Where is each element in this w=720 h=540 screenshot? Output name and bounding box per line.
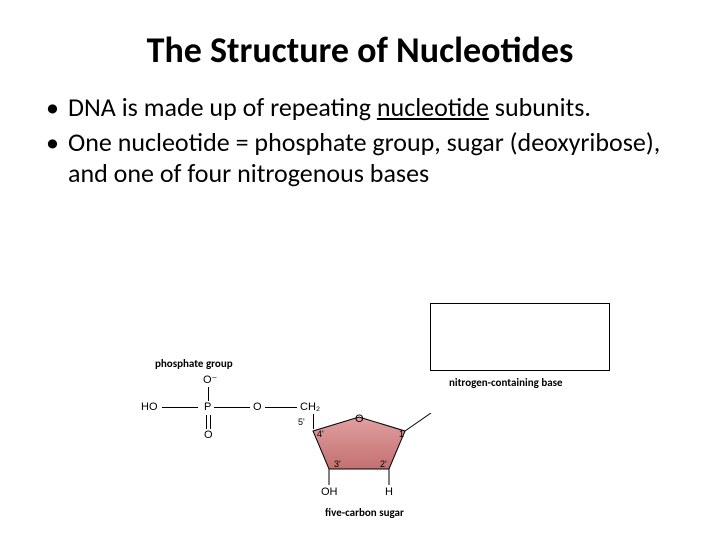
atom-oh: OH — [321, 486, 338, 498]
carbon-4prime: 4' — [317, 429, 324, 439]
bullet-item: • DNA is made up of repeating nucleotide… — [46, 92, 674, 123]
bullet-item: • One nucleotide = phosphate group, suga… — [46, 127, 674, 189]
bond — [208, 387, 209, 401]
bullet-text: One nucleotide = phosphate group, sugar … — [68, 127, 674, 189]
atom-o-minus: O⁻ — [203, 373, 217, 386]
atom-o: O — [204, 429, 213, 441]
bullet-dot: • — [46, 127, 68, 189]
bond — [214, 407, 250, 408]
atom-ch2: CH₂ — [300, 401, 320, 413]
nitrogen-base-box — [430, 303, 610, 371]
bond — [206, 415, 207, 429]
bond — [210, 415, 211, 429]
bullet-prefix: DNA is made up of repeating — [68, 91, 377, 123]
bullet-suffix: subunits. — [489, 91, 591, 123]
svg-text:O: O — [355, 413, 364, 425]
sugar-label: five-carbon sugar — [325, 506, 404, 519]
carbon-2prime: 2' — [380, 459, 387, 469]
page-title: The Structure of Nucleotides — [0, 0, 720, 92]
bullet-list: • DNA is made up of repeating nucleotide… — [0, 92, 720, 190]
nucleotide-diagram: phosphate group nitrogen-containing base… — [130, 318, 590, 518]
deoxyribose-pentagon: O — [293, 413, 433, 503]
bullet-dot: • — [46, 92, 68, 123]
atom-o: O — [253, 401, 262, 413]
bullet-underline: nucleotide — [377, 91, 489, 123]
bond — [162, 407, 198, 408]
phosphate-group-label: phosphate group — [155, 357, 233, 370]
bullet-text: DNA is made up of repeating nucleotide s… — [68, 92, 674, 123]
carbon-3prime: 3' — [334, 459, 341, 469]
bond — [265, 407, 297, 408]
atom-h: H — [385, 486, 393, 498]
atom-p: P — [204, 401, 211, 413]
carbon-1prime: 1' — [399, 429, 406, 439]
atom-ho: HO — [141, 401, 158, 413]
nitrogen-base-label: nitrogen-containing base — [449, 376, 563, 389]
